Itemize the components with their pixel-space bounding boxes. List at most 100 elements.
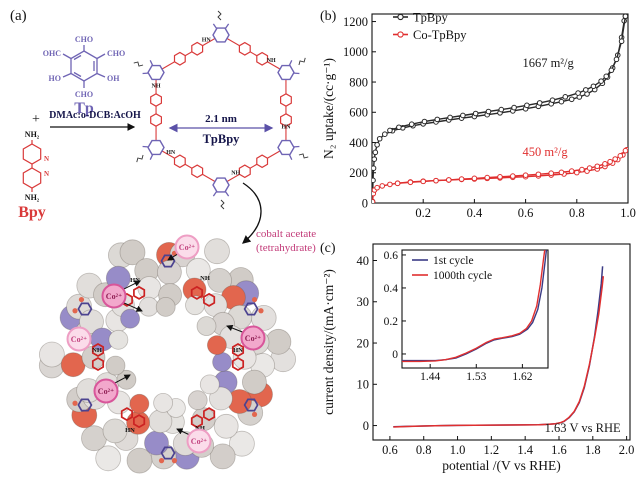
model-oxygen-atom (72, 308, 78, 314)
model-nh-label: NH (195, 425, 205, 432)
model-atom-sphere (60, 352, 86, 378)
product-name-label: TpBpy (203, 132, 241, 146)
model-atom-sphere (129, 393, 150, 414)
tp-substituent-bonds (62, 45, 106, 88)
plot-frame (371, 13, 629, 204)
data-marker (372, 177, 376, 184)
model-bipyridine-stick (91, 343, 105, 357)
data-marker (602, 161, 608, 167)
data-marker (603, 73, 610, 80)
tp-node-carbonyl (288, 60, 293, 66)
cobalt-ion-label: Co²⁺ (245, 334, 261, 343)
data-marker (396, 124, 402, 131)
tp-cho-right: CHO (107, 49, 125, 58)
lsv-plot: 0.6 0.8 1.0 1.2 1.4 1.6 1.8 2.0 0 10 20 30 40 current… (321, 243, 634, 473)
data-marker (387, 181, 393, 188)
model-atom-sphere (39, 341, 65, 368)
x-tick-label: 0.8 (416, 443, 432, 457)
bpy-amine-top: NH₂ (25, 130, 40, 139)
panel-b-chart: (b) 0.2 0.4 0.6 0.8 1.0 0 200 400 600 800 1000 1200… (320, 9, 636, 220)
data-marker (387, 127, 393, 134)
macrocycle-nh-label: HN (166, 150, 176, 156)
data-marker (433, 177, 439, 184)
x-tick-label: 0.6 (382, 443, 398, 457)
model-nh-label: HN (233, 347, 243, 354)
x-tick-label: 1.62 (512, 371, 532, 383)
model-bipyridine-stick (231, 357, 245, 371)
model-bipyridine-stick (231, 343, 245, 357)
cobalt-pointer-arrow (112, 374, 131, 385)
macrocycle-nh-label: HN (281, 125, 291, 131)
model-atom-sphere (209, 443, 236, 470)
data-marker (622, 14, 628, 20)
data-marker (382, 131, 388, 138)
tp-oh-right: OH (107, 74, 120, 83)
tp-node-carbonyl (212, 191, 218, 197)
data-marker (598, 78, 604, 84)
data-marker (548, 170, 555, 177)
legend-label: 1000th cycle (433, 270, 492, 282)
data-marker (524, 102, 530, 109)
cobalt-step-label-1: cobalt acetate (256, 228, 316, 240)
data-marker (376, 135, 383, 142)
y-tick-label: 0 (363, 419, 369, 433)
y-tick-label: 10 (357, 378, 370, 392)
tp-node-carbonyl (224, 23, 230, 29)
y-tick-label: 0 (392, 349, 398, 361)
y-tick-label: 800 (349, 75, 368, 89)
macrocycle-nh-label: NH (152, 84, 161, 90)
data-marker (575, 90, 581, 96)
y-tick-label: 400 (349, 136, 368, 150)
macrocycle-nh-label: NH (267, 58, 276, 64)
data-marker (617, 153, 624, 159)
bpy-ring-2 (22, 167, 42, 189)
model-tp-stick (243, 302, 259, 316)
annotation: 1.63 V vs RHE (545, 421, 621, 435)
data-marker (579, 166, 585, 173)
model-bipyridine-stick (91, 357, 105, 371)
macrocycle-bipyridine-ring (173, 154, 186, 169)
macrocycle-bipyridine-ring (150, 93, 162, 107)
macrocycle-edge-bond (155, 34, 222, 73)
macrocycle-tp-node (212, 27, 230, 43)
y-tick-label: 40 (357, 254, 370, 268)
macrocycle-bipyridine-ring (191, 164, 204, 179)
x-tick-label: 1.44 (420, 371, 440, 383)
x-tick-label: 1.6 (551, 443, 567, 457)
data-marker (612, 156, 619, 162)
model-bipyridine-stick (133, 414, 146, 429)
panel-a-scheme: (a) CHO OHC CHO HO OH CHO Tp + DMAc:o-DC… (10, 8, 316, 474)
annotation: 1667 m²/g (522, 56, 574, 70)
model-bipyridine-stick (133, 285, 146, 300)
truncation-squiggle (136, 154, 144, 163)
x-axis-label: potential /(V vs RHE) (442, 458, 561, 473)
model-oxygen-atom (251, 296, 258, 303)
cobalt-pointer-arrow (121, 301, 143, 312)
macrocycle-bipyridine-ring (256, 154, 269, 169)
model-nh-label: NH (200, 275, 210, 282)
bpy-n-label-2: N (44, 170, 49, 178)
tp-substituent-labels: CHO OHC CHO HO OH CHO (43, 35, 125, 99)
tp-cho-top: CHO (75, 35, 93, 44)
data-marker (484, 174, 491, 181)
cobalt-ion-badge (93, 378, 119, 404)
model-atom-sphere (241, 369, 267, 395)
model-bipyridine-stick (190, 414, 203, 429)
data-marker (460, 112, 466, 119)
data-marker (590, 83, 597, 90)
x-tick-label: 0.8 (569, 206, 585, 220)
data-marker (522, 172, 529, 178)
model-oxygen-atom (78, 411, 85, 418)
data-marker (372, 149, 379, 156)
cobalt-step-label-2: (tetrahydrate) (256, 242, 316, 254)
cobalt-ion-label: Co²⁺ (106, 292, 122, 301)
data-marker (394, 180, 401, 187)
data-marker (434, 116, 441, 123)
model-atom-sphere (208, 386, 233, 411)
data-marker (372, 165, 377, 172)
data-marker (408, 121, 415, 128)
model-bipyridine-stick (190, 285, 203, 300)
series-group (372, 14, 628, 203)
cobalt-ion-label: Co²⁺ (179, 243, 195, 252)
tp-cho-bottom: CHO (75, 90, 93, 99)
